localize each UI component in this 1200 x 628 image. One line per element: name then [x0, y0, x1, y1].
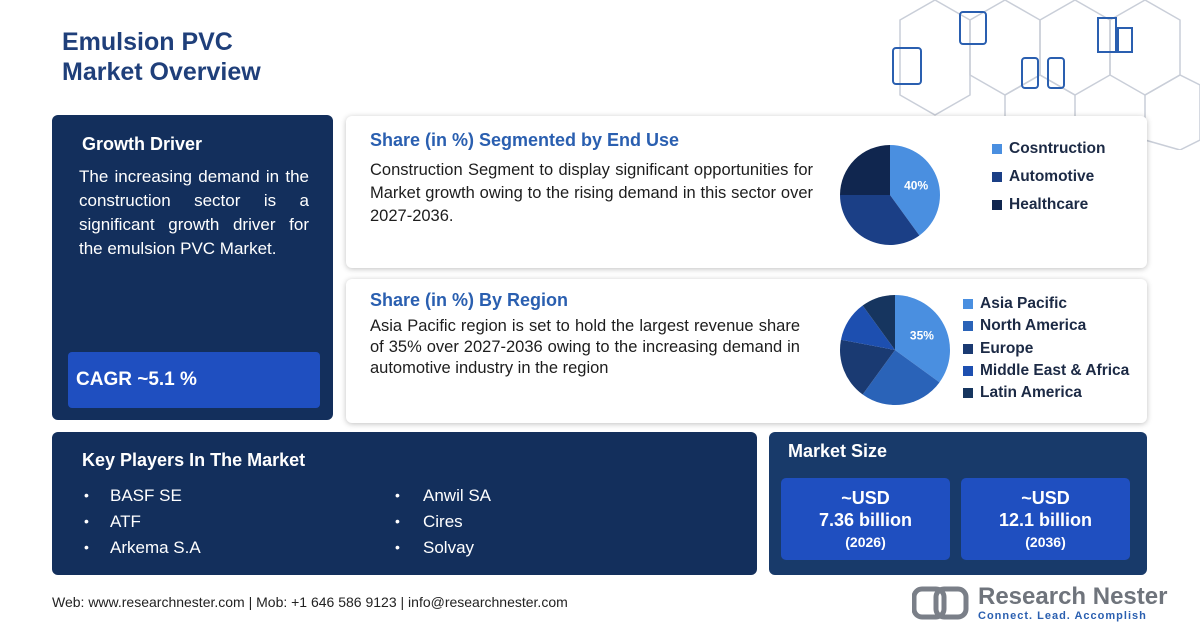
key-player: Cires [423, 512, 463, 531]
legend-entry: Cosntruction [992, 140, 1105, 158]
key-player: Arkema S.A [110, 538, 201, 557]
market-size-title: Market Size [788, 441, 888, 461]
market-prefix: ~USD [841, 488, 890, 508]
bullet: • [84, 513, 89, 529]
panel-text: Construction Segment to display signific… [370, 161, 813, 225]
pie-slice [895, 295, 950, 383]
pie-chart: 35% [840, 295, 950, 405]
pie-chart: 40% [840, 145, 940, 245]
key-player: Solvay [423, 538, 475, 557]
legend-swatch [992, 200, 1002, 210]
legend-entry: North America [963, 317, 1086, 335]
legend-swatch [963, 321, 973, 332]
panel-title: Share (in %) Segmented by End Use [370, 130, 680, 150]
pie-slice [840, 305, 895, 350]
growth-driver-text: The increasing demand in the constructio… [79, 167, 309, 258]
region-panel [346, 279, 1147, 423]
pie-slice [862, 295, 895, 350]
legend-label: North America [980, 317, 1087, 335]
footer-contact: Web: www.researchnester.com | Mob: +1 64… [52, 594, 568, 610]
key-players-box [52, 432, 757, 575]
key-players-title: Key Players In The Market [82, 450, 306, 470]
legend-entry: Europe [963, 340, 1033, 358]
pie-slice [840, 145, 890, 195]
data-label: 40% [904, 179, 928, 193]
logo-name: Research Nester [978, 583, 1168, 610]
legend-label: Healthcare [1009, 196, 1089, 213]
title: Emulsion PVC [62, 28, 233, 56]
legend-entry: Automotive [992, 168, 1094, 186]
legend-label: Automotive [1009, 168, 1095, 185]
pie-slice [840, 339, 895, 395]
market-value: 12.1 billion [998, 510, 1093, 530]
legend-entry: Middle East & Africa [963, 362, 1129, 380]
legend-entry: Asia Pacific [963, 295, 1067, 313]
market-year: (2036) [1025, 534, 1066, 550]
market-year: (2026) [845, 534, 886, 550]
pie-slice [862, 350, 940, 405]
key-player: BASF SE [110, 486, 182, 505]
market-size-item: ~USD 12.1 billion (2036) [961, 478, 1130, 560]
cagr: CAGR ~5.1 % [76, 369, 197, 390]
market-size-item: ~USD 7.36 billion (2026) [781, 478, 950, 560]
bullet: • [84, 539, 89, 555]
pie-slice [890, 145, 940, 236]
title: Market Overview [62, 58, 261, 86]
data-label: 35% [910, 328, 934, 342]
key-player: ATF [110, 512, 141, 531]
legend-label: Cosntruction [1009, 140, 1106, 157]
logo-icon [912, 586, 969, 620]
legend-swatch [992, 144, 1002, 154]
legend-entry: Healthcare [992, 196, 1088, 214]
bullet: • [395, 487, 400, 503]
cagr-box [68, 352, 320, 408]
panel-text: Asia Pacific region is set to hold the l… [370, 317, 800, 377]
legend-swatch [963, 343, 973, 354]
legend-label: Asia Pacific [980, 295, 1068, 312]
legend-swatch [963, 365, 973, 376]
bullet: • [84, 487, 89, 503]
legend-entry: Latin America [963, 384, 1082, 402]
bullet: • [395, 539, 400, 555]
key-player: Anwil SA [423, 486, 492, 505]
growth-driver-title: Growth Driver [82, 134, 203, 154]
bullet: • [395, 513, 400, 529]
market-prefix: ~USD [1021, 488, 1070, 508]
legend-label: Latin America [980, 384, 1082, 402]
pie-slice [840, 195, 920, 245]
legend-swatch [963, 388, 973, 399]
panel-title: Share (in %) By Region [370, 290, 569, 310]
legend-label: Middle East & Africa [980, 361, 1130, 379]
legend-swatch [963, 299, 973, 309]
legend-label: Europe [980, 339, 1034, 357]
end-use-panel [346, 116, 1147, 268]
legend-swatch [992, 172, 1002, 182]
market-value: 7.36 billion [818, 510, 913, 530]
logo-tagline: Connect. Lead. Accomplish [978, 610, 1147, 622]
